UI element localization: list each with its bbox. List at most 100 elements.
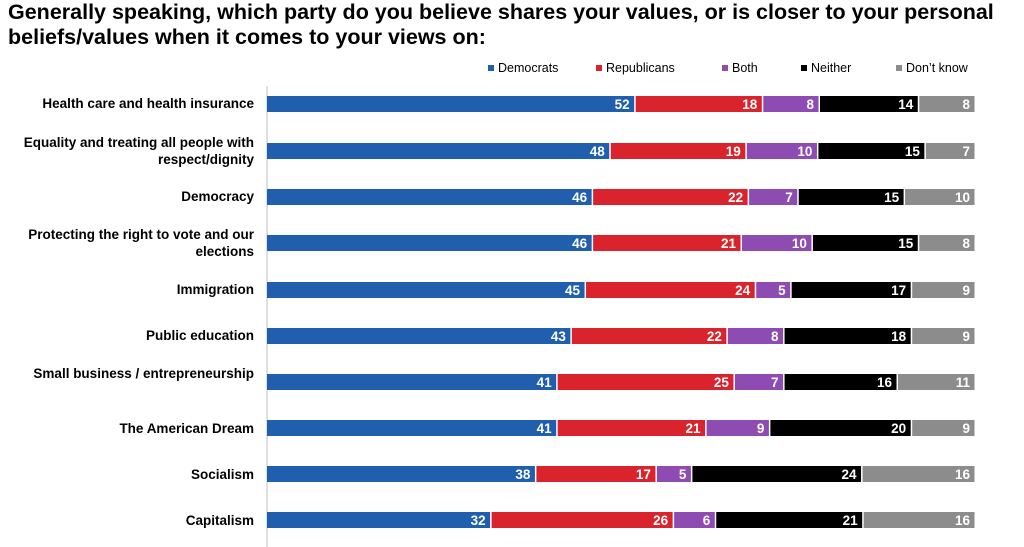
bar-value-label: 17 (636, 467, 651, 482)
bar-value-label: 5 (679, 467, 687, 482)
chart-legend: Democrats Republicans Both Neither Don’t… (488, 61, 1018, 77)
category-label: Capitalism (185, 513, 254, 528)
bar-segment (912, 420, 975, 436)
bar-segment (734, 374, 784, 390)
bar-segment (716, 512, 863, 528)
category-label: Democracy (181, 189, 254, 204)
bar-segment (925, 143, 975, 159)
legend-swatch-republicans (596, 65, 602, 71)
bar-value-label: 38 (515, 467, 531, 482)
bar-segment (820, 96, 918, 112)
bar-value-label: 15 (898, 236, 914, 251)
bar-segment (267, 374, 557, 390)
legend-label-neither: Neither (811, 61, 852, 75)
bar-value-label: 9 (757, 421, 765, 436)
bar-segment (267, 420, 557, 436)
legend-label-democrats: Democrats (498, 61, 559, 75)
bar-segment (706, 420, 769, 436)
bar-segment (912, 328, 975, 344)
bar-value-label: 46 (572, 190, 588, 205)
bar-segment (491, 512, 673, 528)
bar-value-label: 5 (778, 283, 786, 298)
bar-value-label: 11 (956, 375, 971, 390)
bar-segment (267, 189, 592, 205)
legend-swatch-both (722, 65, 728, 71)
bar-segment (862, 466, 975, 482)
bar-value-label: 10 (792, 236, 807, 251)
bar-segment (863, 512, 975, 528)
legend-label-both: Both (732, 61, 758, 75)
bar-segment (267, 328, 571, 344)
bar-segment (635, 96, 762, 112)
chart-title: Generally speaking, which party do you b… (8, 0, 994, 49)
bar-value-label: 41 (537, 421, 553, 436)
bar-segment (898, 374, 975, 390)
bar-value-label: 7 (962, 144, 970, 159)
bar-segment (756, 282, 791, 298)
bar-segment (267, 512, 491, 528)
bar-value-label: 16 (877, 375, 893, 390)
bar-segment (742, 235, 812, 251)
bar-segment (267, 466, 535, 482)
bar-value-label: 32 (471, 513, 486, 528)
bar-value-label: 24 (842, 467, 858, 482)
bar-segment (746, 143, 817, 159)
bar-segment (674, 512, 715, 528)
bar-segment (919, 235, 975, 251)
bar-segment (784, 328, 911, 344)
bar-segment (610, 143, 746, 159)
bar-value-label: 7 (785, 190, 793, 205)
bar-value-label: 8 (962, 236, 970, 251)
category-label: Immigration (176, 282, 254, 297)
bar-value-label: 9 (962, 421, 970, 436)
bar-segment (593, 189, 748, 205)
bar-value-label: 24 (735, 283, 751, 298)
bar-value-label: 46 (572, 236, 588, 251)
bar-value-label: 41 (537, 375, 553, 390)
category-label: Socialism (190, 467, 254, 482)
bar-segment (818, 143, 925, 159)
bar-segment (571, 328, 727, 344)
bar-value-label: 21 (843, 513, 859, 528)
bar-segment (919, 96, 975, 112)
legend-label-dont-know: Don’t know (906, 61, 968, 75)
category-label: The American Dream (119, 421, 254, 436)
legend-item-republicans: Republicans (596, 61, 675, 75)
bar-value-label: 43 (551, 329, 567, 344)
bar-segment (763, 96, 819, 112)
bar-value-label: 17 (891, 283, 906, 298)
bar-value-label: 48 (590, 144, 606, 159)
legend-item-democrats: Democrats (488, 61, 558, 75)
bar-segment (267, 96, 635, 112)
bar-segment (812, 235, 918, 251)
bar-segment (593, 235, 741, 251)
bar-segment (912, 282, 975, 298)
bar-segment (267, 235, 592, 251)
bar-segment (784, 374, 897, 390)
bar-value-label: 14 (898, 97, 914, 112)
bar-value-label: 22 (728, 190, 743, 205)
legend-item-neither: Neither (801, 61, 851, 75)
legend-swatch-neither (801, 65, 807, 71)
bar-value-label: 8 (962, 97, 970, 112)
bar-segment (798, 189, 904, 205)
bar-value-label: 21 (686, 421, 702, 436)
bar-value-label: 21 (721, 236, 737, 251)
bar-value-label: 52 (615, 97, 630, 112)
bar-value-label: 8 (771, 329, 779, 344)
bar-segment (727, 328, 784, 344)
category-label: Equality and treating all people with re… (23, 135, 254, 167)
bar-value-label: 18 (891, 329, 907, 344)
legend-label-republicans: Republicans (606, 61, 675, 75)
bar-segment (791, 282, 911, 298)
bar-segment (656, 466, 691, 482)
bar-value-label: 7 (771, 375, 779, 390)
bar-segment (267, 143, 610, 159)
category-label: Health care and health insurance (42, 96, 254, 111)
bar-value-label: 6 (703, 513, 711, 528)
bar-segment (905, 189, 975, 205)
bar-value-label: 20 (891, 421, 906, 436)
bar-segment (536, 466, 656, 482)
bar-value-label: 15 (905, 144, 921, 159)
